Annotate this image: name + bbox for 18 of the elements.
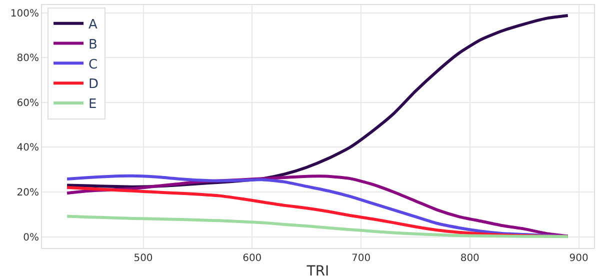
x-tick-label: 900 bbox=[569, 253, 588, 264]
y-tick-label: 20% bbox=[16, 188, 39, 199]
y-tick-label: 80% bbox=[16, 53, 39, 64]
legend-label: A bbox=[88, 17, 98, 32]
legend-label: C bbox=[88, 57, 98, 72]
y-tick-label: 100% bbox=[10, 8, 39, 20]
y-tick-label: 40% bbox=[16, 142, 39, 154]
x-tick-label: 600 bbox=[242, 253, 262, 264]
y-tick-label: 60% bbox=[16, 98, 39, 109]
x-tick-label: 800 bbox=[460, 253, 480, 264]
x-axis-title: TRI bbox=[306, 263, 330, 280]
legend-label: D bbox=[88, 77, 99, 92]
legend-label: E bbox=[88, 97, 97, 112]
x-tick-label: 700 bbox=[351, 253, 371, 264]
x-tick-label: 500 bbox=[134, 253, 153, 264]
legend-label: B bbox=[88, 37, 98, 52]
line-series bbox=[66, 214, 570, 238]
y-tick-label: 0% bbox=[23, 232, 39, 244]
